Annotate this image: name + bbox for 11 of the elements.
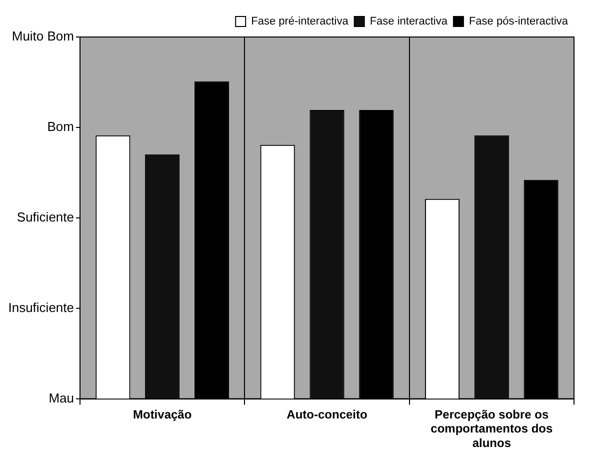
- legend-label: Fase pré-interactiva: [251, 16, 350, 28]
- text: Insuficiente: [8, 300, 74, 315]
- legend-label: Fase pós-interactiva: [468, 16, 569, 28]
- x-tick-label: Percepção sobre os comportamentos dos alunos: [430, 407, 553, 450]
- text: Suficiente: [16, 209, 74, 224]
- text: Mau: [48, 390, 74, 406]
- x-tick-label: Motivação: [132, 407, 192, 422]
- x-tick-label: Auto-conceito: [286, 407, 368, 422]
- text: Bom: [47, 119, 74, 134]
- legend-label: Fase interactiva: [370, 16, 448, 28]
- text: Muito Bom: [12, 28, 74, 44]
